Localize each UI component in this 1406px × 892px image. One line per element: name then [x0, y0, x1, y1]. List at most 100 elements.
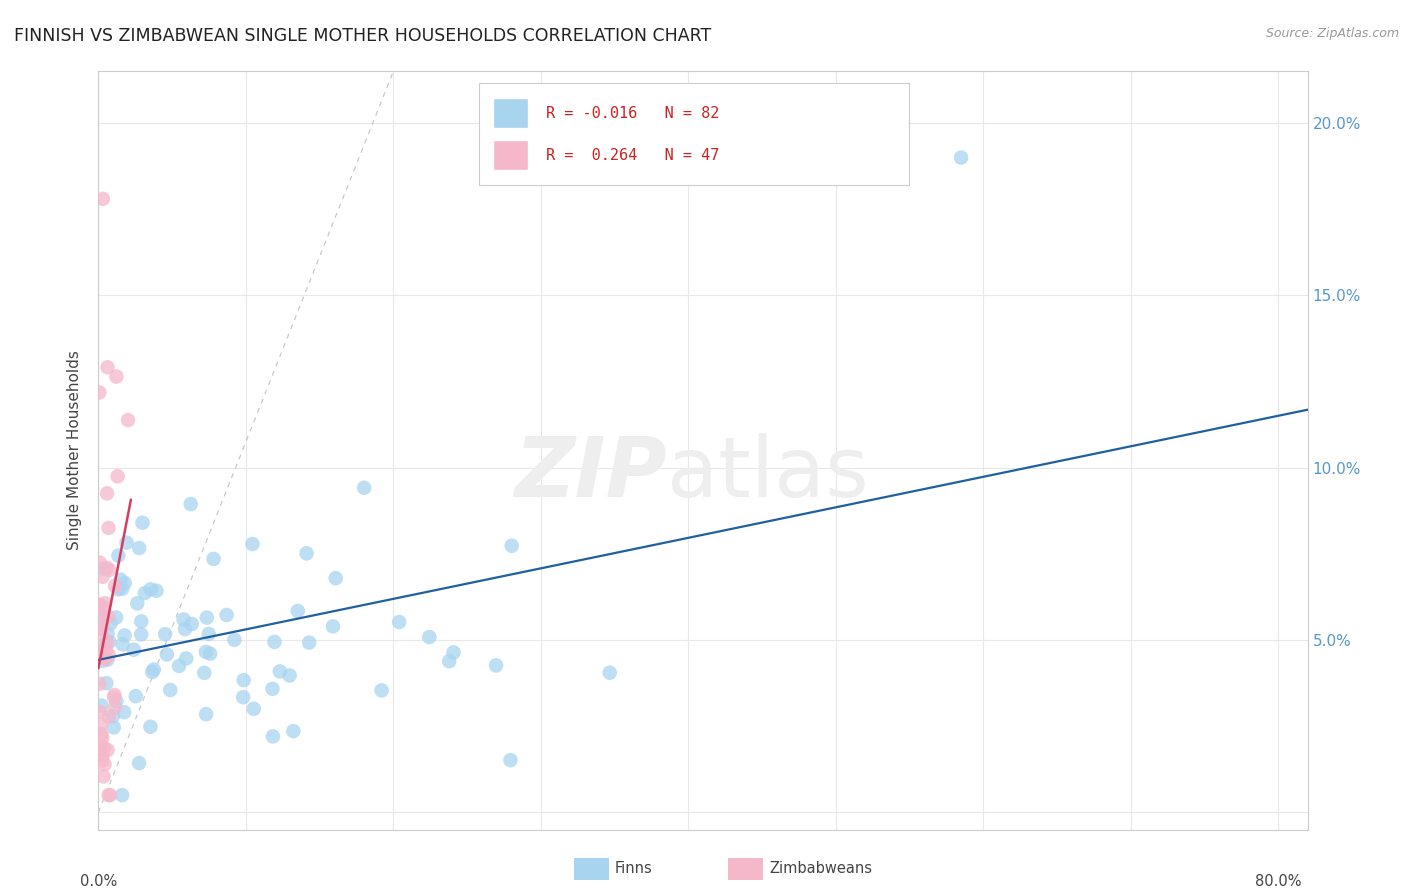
Point — [353, 481, 375, 495]
Point — [193, 665, 215, 680]
Text: 0.0%: 0.0% — [80, 874, 117, 889]
Point — [117, 413, 139, 427]
Point — [98, 563, 121, 577]
Point — [94, 637, 117, 651]
Point — [89, 598, 111, 612]
Point — [91, 654, 114, 668]
Point — [89, 742, 111, 756]
Point — [139, 720, 162, 734]
Point — [232, 690, 254, 705]
Point — [94, 642, 117, 657]
Point — [111, 788, 134, 802]
Point — [142, 663, 165, 677]
Point — [145, 583, 167, 598]
Point — [197, 627, 219, 641]
Point — [111, 582, 134, 596]
Point — [443, 645, 465, 659]
Point — [94, 652, 117, 666]
Y-axis label: Single Mother Households: Single Mother Households — [67, 351, 83, 550]
Point — [110, 573, 132, 587]
Point — [322, 619, 344, 633]
Point — [156, 648, 179, 662]
Point — [202, 552, 225, 566]
Point — [129, 615, 152, 629]
Point — [485, 658, 508, 673]
Point — [950, 151, 973, 165]
Point — [100, 616, 122, 631]
Point — [90, 626, 112, 640]
FancyBboxPatch shape — [494, 141, 527, 170]
Point — [90, 698, 112, 713]
Point — [129, 627, 152, 641]
Point — [103, 721, 125, 735]
Point — [97, 521, 120, 535]
Text: Finns: Finns — [614, 862, 652, 876]
Point — [153, 627, 176, 641]
Point — [128, 541, 150, 555]
Point — [167, 659, 190, 673]
Point — [96, 360, 118, 375]
Point — [97, 609, 120, 624]
Point — [105, 369, 128, 384]
Point — [89, 556, 111, 570]
Point — [97, 648, 120, 662]
Point — [89, 599, 111, 614]
Point — [90, 717, 112, 731]
Point — [107, 582, 129, 597]
Text: 80.0%: 80.0% — [1254, 874, 1302, 889]
Point — [105, 610, 128, 624]
Text: atlas: atlas — [666, 433, 869, 514]
Point — [278, 668, 301, 682]
Point — [128, 756, 150, 770]
Point — [105, 694, 128, 708]
Point — [112, 705, 135, 719]
Point — [501, 539, 523, 553]
Point — [437, 654, 460, 668]
Point — [242, 702, 264, 716]
Point — [127, 596, 149, 610]
Point — [104, 700, 127, 714]
Point — [269, 665, 291, 679]
Point — [97, 788, 120, 802]
Point — [91, 570, 114, 584]
Point — [90, 602, 112, 616]
Point — [263, 635, 285, 649]
Point — [194, 645, 217, 659]
Point — [93, 614, 115, 628]
Point — [97, 710, 120, 724]
Point — [131, 516, 153, 530]
Point — [96, 561, 118, 575]
Point — [114, 575, 136, 590]
Text: R = -0.016   N = 82: R = -0.016 N = 82 — [546, 106, 720, 121]
Point — [97, 743, 120, 757]
Point — [89, 677, 111, 691]
Point — [125, 689, 148, 703]
Text: ZIP: ZIP — [515, 433, 666, 514]
Point — [325, 571, 347, 585]
Point — [91, 192, 114, 206]
Point — [90, 622, 112, 636]
Point — [98, 788, 121, 802]
Point — [122, 642, 145, 657]
Point — [89, 705, 111, 719]
Point — [195, 610, 218, 624]
Point — [93, 740, 115, 755]
Point — [262, 730, 284, 744]
Point — [198, 647, 221, 661]
Point — [370, 683, 392, 698]
Point — [134, 586, 156, 600]
Point — [262, 681, 284, 696]
Point — [96, 635, 118, 649]
Text: Zimbabweans: Zimbabweans — [769, 862, 872, 876]
Point — [418, 630, 440, 644]
Point — [180, 497, 202, 511]
Point — [115, 535, 138, 549]
Point — [173, 613, 195, 627]
Point — [242, 537, 264, 551]
Point — [90, 610, 112, 624]
Point — [283, 724, 305, 739]
Point — [107, 549, 129, 563]
Point — [93, 600, 115, 615]
Point — [103, 690, 125, 705]
Point — [174, 651, 197, 665]
